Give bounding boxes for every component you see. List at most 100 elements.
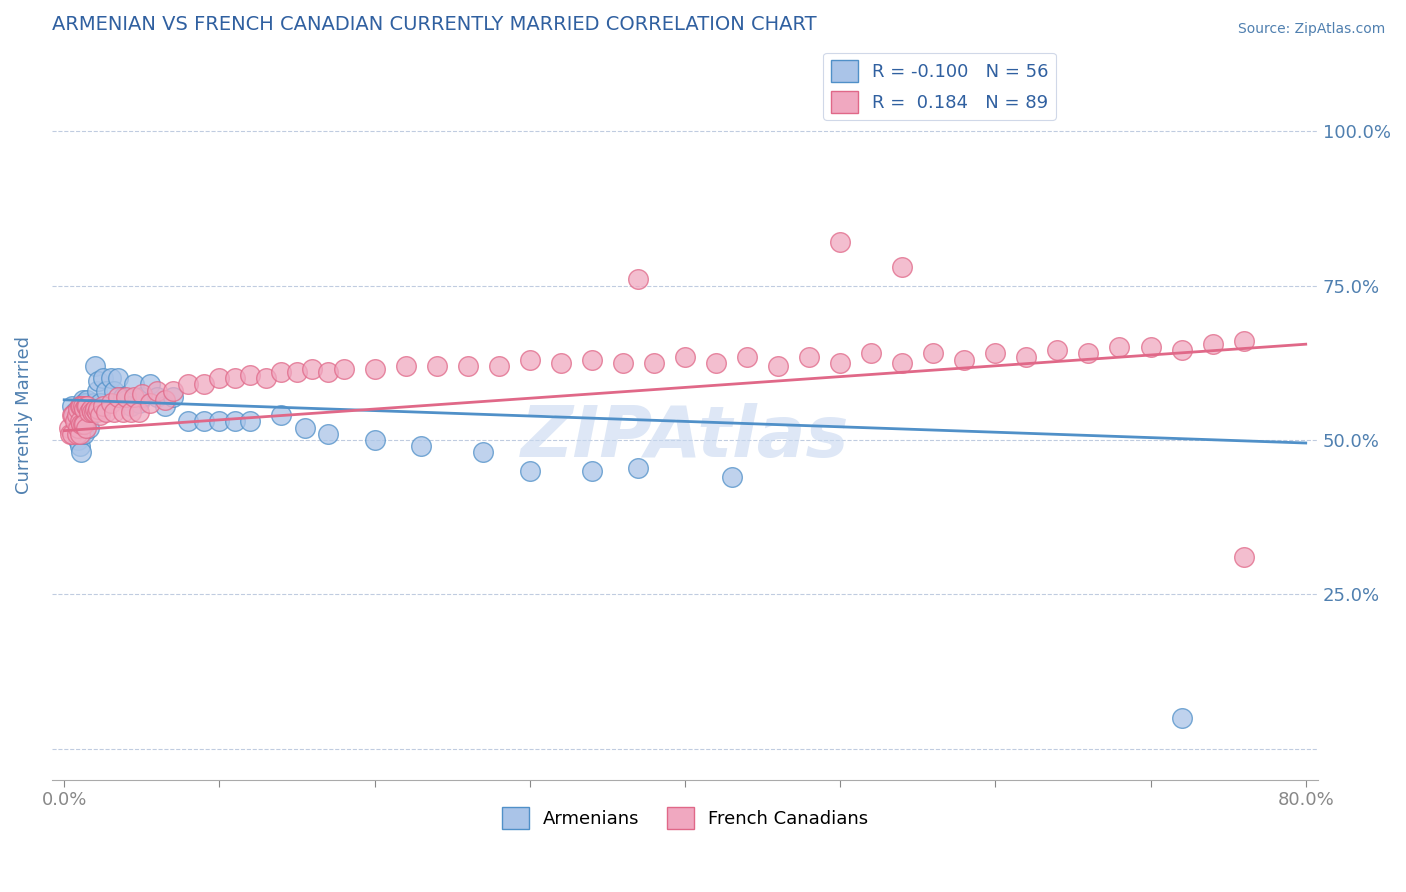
Point: [69, 426, 91, 441]
Point: [91, 399, 114, 413]
Point: [84, 359, 107, 373]
Point: [704, 356, 727, 370]
Point: [519, 464, 541, 478]
Point: [73, 402, 96, 417]
Point: [146, 390, 169, 404]
Point: [79, 399, 101, 413]
Point: [91, 371, 114, 385]
Point: [120, 399, 142, 413]
Point: [550, 356, 572, 370]
Legend: Armenians, French Canadians: Armenians, French Canadians: [495, 800, 876, 836]
Point: [488, 359, 510, 373]
Point: [77, 420, 100, 434]
Point: [177, 414, 200, 428]
Point: [69, 414, 91, 428]
Point: [72, 392, 94, 407]
Point: [1046, 343, 1069, 358]
Point: [100, 371, 122, 385]
Point: [70, 426, 93, 441]
Point: [131, 386, 153, 401]
Point: [953, 352, 976, 367]
Point: [79, 402, 101, 417]
Point: [107, 371, 129, 385]
Point: [162, 390, 184, 404]
Point: [128, 405, 150, 419]
Point: [65, 426, 87, 441]
Point: [830, 356, 852, 370]
Point: [891, 356, 914, 370]
Point: [76, 399, 98, 413]
Point: [131, 390, 153, 404]
Point: [94, 405, 117, 419]
Point: [65, 411, 87, 425]
Point: [1233, 334, 1256, 348]
Text: Source: ZipAtlas.com: Source: ZipAtlas.com: [1237, 22, 1385, 37]
Point: [146, 384, 169, 398]
Point: [73, 417, 96, 432]
Point: [82, 405, 104, 419]
Point: [394, 359, 416, 373]
Point: [720, 470, 742, 484]
Point: [75, 399, 97, 413]
Point: [87, 402, 110, 417]
Point: [82, 402, 104, 417]
Point: [75, 420, 97, 434]
Point: [76, 392, 98, 407]
Point: [301, 362, 323, 376]
Point: [457, 359, 479, 373]
Point: [177, 377, 200, 392]
Point: [100, 396, 122, 410]
Point: [63, 414, 86, 428]
Point: [1077, 346, 1099, 360]
Point: [1108, 340, 1130, 354]
Point: [1139, 340, 1161, 354]
Point: [363, 433, 385, 447]
Point: [239, 414, 262, 428]
Point: [103, 384, 125, 398]
Point: [294, 420, 316, 434]
Point: [316, 365, 339, 379]
Point: [87, 374, 110, 388]
Point: [138, 377, 160, 392]
Point: [193, 414, 215, 428]
Point: [59, 426, 82, 441]
Point: [1388, 189, 1406, 203]
Point: [1201, 337, 1223, 351]
Point: [128, 396, 150, 410]
Point: [426, 359, 449, 373]
Point: [270, 408, 292, 422]
Point: [411, 439, 433, 453]
Point: [58, 420, 80, 434]
Point: [62, 408, 84, 422]
Point: [1015, 350, 1038, 364]
Point: [89, 396, 111, 410]
Point: [67, 433, 90, 447]
Point: [1170, 343, 1192, 358]
Point: [70, 399, 93, 413]
Point: [103, 405, 125, 419]
Point: [153, 392, 176, 407]
Point: [797, 350, 820, 364]
Point: [735, 350, 758, 364]
Point: [254, 371, 277, 385]
Point: [922, 346, 945, 360]
Point: [984, 346, 1007, 360]
Point: [115, 390, 138, 404]
Point: [83, 396, 105, 410]
Point: [208, 414, 231, 428]
Point: [120, 405, 142, 419]
Point: [1233, 550, 1256, 565]
Point: [891, 260, 914, 274]
Point: [107, 390, 129, 404]
Point: [208, 371, 231, 385]
Text: ZIPAtlas: ZIPAtlas: [520, 402, 849, 472]
Point: [69, 399, 91, 413]
Point: [472, 445, 495, 459]
Point: [83, 405, 105, 419]
Text: ARMENIAN VS FRENCH CANADIAN CURRENTLY MARRIED CORRELATION CHART: ARMENIAN VS FRENCH CANADIAN CURRENTLY MA…: [52, 15, 817, 34]
Point: [67, 402, 90, 417]
Point: [94, 384, 117, 398]
Point: [72, 417, 94, 432]
Point: [1170, 711, 1192, 725]
Point: [112, 405, 135, 419]
